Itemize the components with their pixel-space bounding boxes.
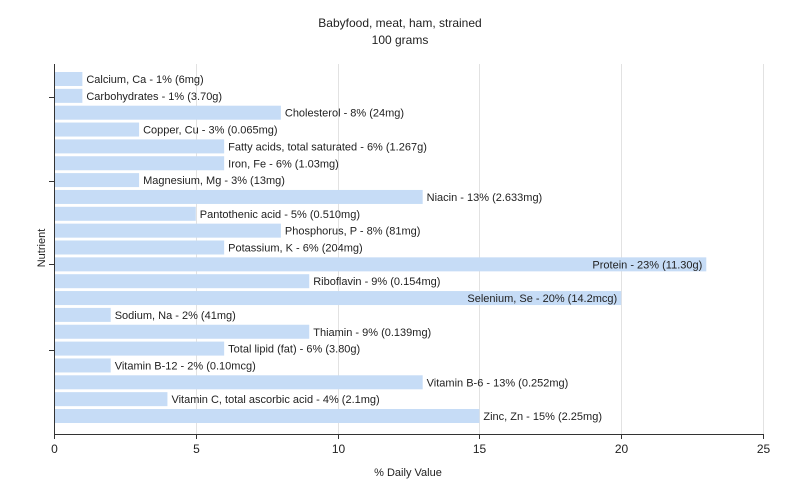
bar-label: Thiamin - 9% (0.139mg): [313, 327, 431, 339]
axes: 0 5 10 15 20 25: [49, 64, 770, 456]
bar-labels: Calcium, Ca - 1% (6mg) Carbohydrates - 1%…: [86, 74, 702, 423]
bars: [55, 72, 707, 423]
bar-label: Cholesterol - 8% (24mg): [285, 108, 404, 120]
chart-subtitle: 100 grams: [371, 33, 429, 47]
bar: [55, 240, 225, 255]
bar: [55, 139, 225, 154]
bar: [55, 274, 310, 289]
bar: [55, 173, 140, 188]
bar-label: Protein - 23% (11.30g): [592, 259, 702, 271]
bar-label: Copper, Cu - 3% (0.065mg): [143, 125, 278, 137]
x-tick-label: 10: [332, 442, 346, 456]
bar: [55, 409, 480, 423]
bar: [55, 189, 423, 204]
bar-label: Sodium, Na - 2% (41mg): [115, 310, 236, 322]
bar: [55, 358, 111, 373]
chart-title-block: Babyfood, meat, ham, strained 100 grams: [0, 15, 800, 49]
bar-label: Phosphorus, P - 8% (81mg): [285, 226, 421, 238]
bar-label: Vitamin B-6 - 13% (0.252mg): [427, 377, 569, 389]
chart-title: Babyfood, meat, ham, strained: [318, 16, 482, 30]
bar: [55, 105, 281, 120]
bar: [55, 341, 225, 356]
bar: [55, 324, 310, 339]
bar: [55, 291, 622, 306]
bar-label: Vitamin B-12 - 2% (0.10mcg): [115, 360, 256, 372]
bar-label: Zinc, Zn - 15% (2.25mg): [483, 411, 602, 423]
x-tick-label: 20: [615, 442, 629, 456]
bar: [55, 156, 225, 171]
bar: [55, 223, 281, 238]
x-tick-label: 15: [473, 442, 487, 456]
bar: [55, 206, 196, 221]
bar-label: Calcium, Ca - 1% (6mg): [86, 74, 203, 86]
bar-label: Total lipid (fat) - 6% (3.80g): [228, 344, 360, 356]
bar: [55, 375, 423, 390]
bar-label: Fatty acids, total saturated - 6% (1.267…: [228, 141, 427, 153]
bar: [55, 257, 707, 272]
bar-label: Riboflavin - 9% (0.154mg): [313, 276, 440, 288]
bar-label: Potassium, K - 6% (204mg): [228, 243, 363, 255]
bar-label: Vitamin C, total ascorbic acid - 4% (2.1…: [171, 394, 379, 406]
bar: [55, 72, 83, 86]
bar-label: Niacin - 13% (2.633mg): [427, 192, 543, 204]
bar-label: Magnesium, Mg - 3% (13mg): [143, 175, 285, 187]
bar-label: Selenium, Se - 20% (14.2mcg): [467, 293, 617, 305]
bar-label: Pantothenic acid - 5% (0.510mg): [200, 209, 360, 221]
bar: [55, 307, 111, 322]
x-tick-label: 5: [193, 442, 200, 456]
bar: [55, 392, 168, 407]
x-tick-label: 25: [757, 442, 771, 456]
y-axis-title: Nutrient: [36, 229, 48, 268]
bar-label: Iron, Fe - 6% (1.03mg): [228, 158, 339, 170]
bar: [55, 88, 83, 103]
x-tick-label: 0: [51, 442, 58, 456]
x-axis-title: % Daily Value: [374, 467, 442, 479]
bar-label: Carbohydrates - 1% (3.70g): [86, 91, 222, 103]
bar: [55, 122, 140, 137]
